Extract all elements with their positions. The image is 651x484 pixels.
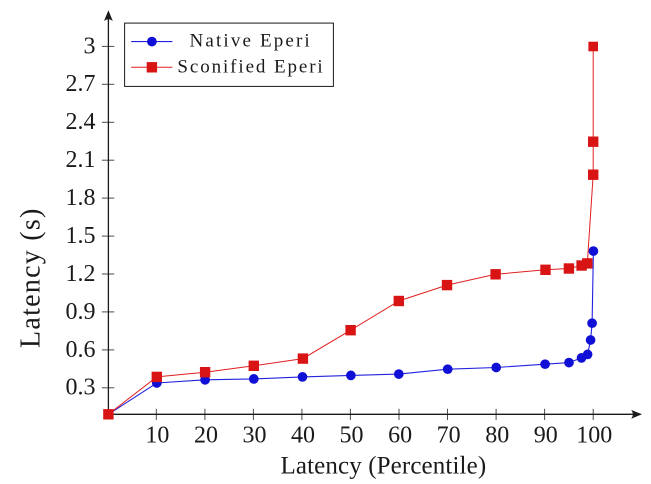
svg-text:Latency (Percentile): Latency (Percentile) <box>280 452 486 479</box>
svg-text:0.6: 0.6 <box>66 337 96 363</box>
svg-text:3: 3 <box>84 33 96 59</box>
svg-text:80: 80 <box>485 423 509 449</box>
svg-text:2.4: 2.4 <box>66 109 96 135</box>
svg-text:70: 70 <box>437 423 461 449</box>
svg-text:2.7: 2.7 <box>66 71 96 97</box>
svg-text:1.8: 1.8 <box>66 185 96 211</box>
svg-text:30: 30 <box>243 423 267 449</box>
svg-text:90: 90 <box>534 423 558 449</box>
svg-text:0.9: 0.9 <box>66 299 96 325</box>
svg-text:40: 40 <box>291 423 315 449</box>
svg-text:20: 20 <box>194 423 218 449</box>
svg-text:2.1: 2.1 <box>66 147 96 173</box>
svg-text:10: 10 <box>145 423 169 449</box>
svg-text:50: 50 <box>340 423 364 449</box>
svg-text:60: 60 <box>388 423 412 449</box>
svg-text:1.2: 1.2 <box>66 261 96 287</box>
svg-text:1.5: 1.5 <box>66 223 96 249</box>
svg-text:100: 100 <box>576 423 612 449</box>
svg-text:0.3: 0.3 <box>66 375 96 401</box>
svg-text:Native Eperi: Native Eperi <box>190 31 310 52</box>
svg-text:Latency (s): Latency (s) <box>16 209 47 348</box>
